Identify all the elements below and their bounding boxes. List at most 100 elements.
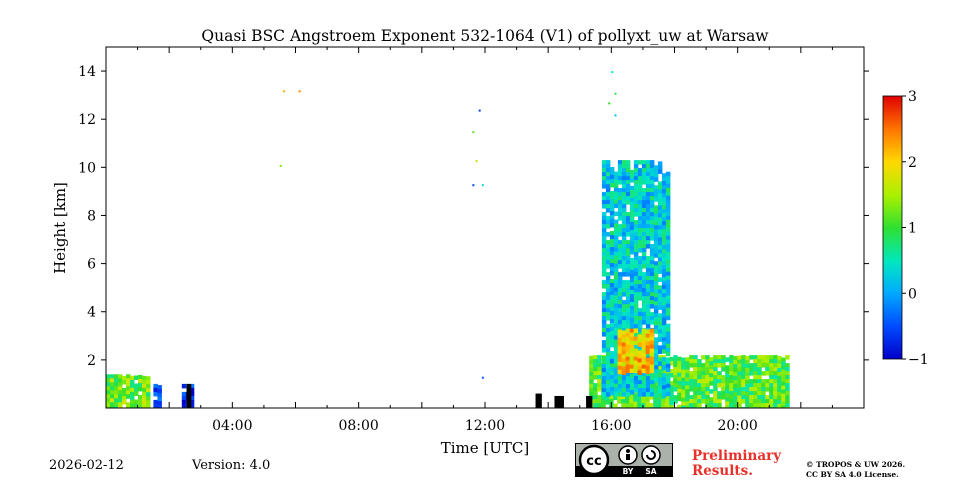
heatmap-cell — [605, 260, 611, 265]
heatmap-cell — [589, 363, 594, 369]
heatmap-cell — [613, 191, 619, 197]
heatmap-cell — [625, 332, 631, 338]
heatmap-cell — [181, 399, 187, 405]
heatmap-cell — [617, 252, 623, 257]
heatmap-cell — [629, 395, 634, 400]
date-label: 2026-02-12 — [49, 458, 124, 473]
heatmap-cell — [697, 387, 702, 392]
heatmap-cell — [689, 387, 694, 392]
heatmap-cell — [142, 375, 147, 381]
heatmap-cell — [601, 196, 607, 201]
heatmap-cell — [621, 260, 627, 265]
heatmap-cell — [617, 376, 623, 381]
heatmap-cell — [637, 200, 643, 205]
heatmap-cell — [633, 388, 639, 393]
heatmap-cell — [653, 325, 659, 330]
heatmap-cell — [777, 363, 782, 369]
heatmap-cell — [118, 378, 123, 383]
heatmap-cell — [653, 369, 659, 374]
heatmap-cell — [157, 389, 162, 394]
heatmap-cell — [649, 196, 655, 201]
heatmap-cell — [625, 252, 631, 257]
heatmap-cell — [605, 372, 611, 377]
heatmap-cell — [665, 219, 671, 225]
heatmap-cell — [637, 232, 643, 237]
heatmap-cell — [657, 241, 663, 246]
heatmap-cell — [717, 383, 722, 388]
heatmap-cell — [106, 382, 111, 387]
heatmap-cell — [641, 256, 647, 261]
cc-license-badge[interactable]: cc BY SA — [575, 443, 673, 477]
dark-column — [186, 383, 192, 408]
heatmap-cell — [601, 384, 607, 389]
heatmap-cell — [761, 355, 766, 360]
heatmap-cell — [601, 296, 607, 301]
heatmap-cell — [661, 293, 667, 298]
heatmap-cell — [649, 228, 655, 233]
heatmap-cell — [653, 269, 659, 274]
heatmap-cell — [637, 354, 643, 359]
heatmap-cell — [609, 223, 615, 228]
heatmap-cell — [769, 391, 774, 396]
heatmap-cell — [649, 244, 655, 249]
heatmap-cell — [597, 395, 602, 400]
heatmap-cell — [761, 399, 766, 404]
heatmap-cell — [617, 337, 623, 343]
heatmap-cell — [657, 389, 663, 394]
heatmap-cell — [629, 206, 635, 211]
heatmap-cell — [106, 398, 111, 403]
heatmap-cell — [649, 232, 655, 237]
heatmap-cell — [134, 403, 139, 408]
heatmap-cell — [617, 180, 623, 185]
heatmap-cell — [773, 363, 778, 368]
heatmap-cell — [681, 401, 686, 407]
heatmap-cell — [625, 256, 631, 261]
heatmap-cell — [649, 260, 655, 265]
heatmap-cell — [605, 176, 611, 181]
heatmap-cell — [661, 341, 667, 346]
heatmap-cell — [641, 304, 647, 309]
heatmap-cell — [613, 315, 619, 321]
heatmap-cell — [665, 175, 671, 181]
heatmap-cell — [621, 216, 627, 221]
heatmap-cell — [601, 180, 607, 185]
heatmap-cell — [601, 392, 607, 397]
heatmap-cell — [617, 308, 623, 313]
heatmap-cell — [657, 373, 663, 378]
heatmap-cell — [625, 196, 631, 201]
heatmap-cell — [657, 321, 663, 326]
heatmap-cell — [665, 291, 671, 297]
heatmap-cell — [633, 332, 639, 337]
heatmap-cell — [653, 373, 659, 378]
heatmap-cell — [661, 317, 667, 322]
heatmap-cell — [721, 387, 726, 392]
heatmap-cell — [609, 287, 615, 292]
heatmap-cell — [621, 200, 627, 205]
heatmap-cell — [181, 383, 187, 389]
heatmap-cell — [745, 403, 750, 408]
heatmap-cell — [661, 329, 667, 334]
heatmap-cell — [649, 168, 655, 173]
heatmap-cell — [593, 363, 598, 368]
heatmap-cell — [629, 194, 635, 199]
heatmap-cell — [681, 381, 686, 387]
heatmap-cell — [661, 337, 667, 342]
heatmap-cell — [605, 400, 610, 405]
heatmap-cell — [617, 164, 623, 169]
heatmap-cell — [637, 338, 643, 343]
heatmap-cell — [621, 196, 627, 201]
heatmap-cell — [601, 328, 607, 333]
heatmap-cell — [641, 164, 647, 169]
heatmap-cell — [613, 283, 619, 289]
heatmap-cell — [745, 383, 750, 389]
heatmap-cell — [741, 391, 746, 396]
heatmap-cell — [641, 252, 647, 257]
heatmap-cell — [649, 316, 655, 321]
heatmap-cell — [601, 160, 607, 165]
heatmap-cell — [681, 389, 686, 395]
heatmap-cell — [665, 363, 671, 369]
heatmap-cell — [146, 380, 151, 385]
heatmap-cell — [753, 387, 758, 392]
heatmap-cell — [625, 176, 631, 181]
heatmap-cell — [641, 372, 647, 377]
